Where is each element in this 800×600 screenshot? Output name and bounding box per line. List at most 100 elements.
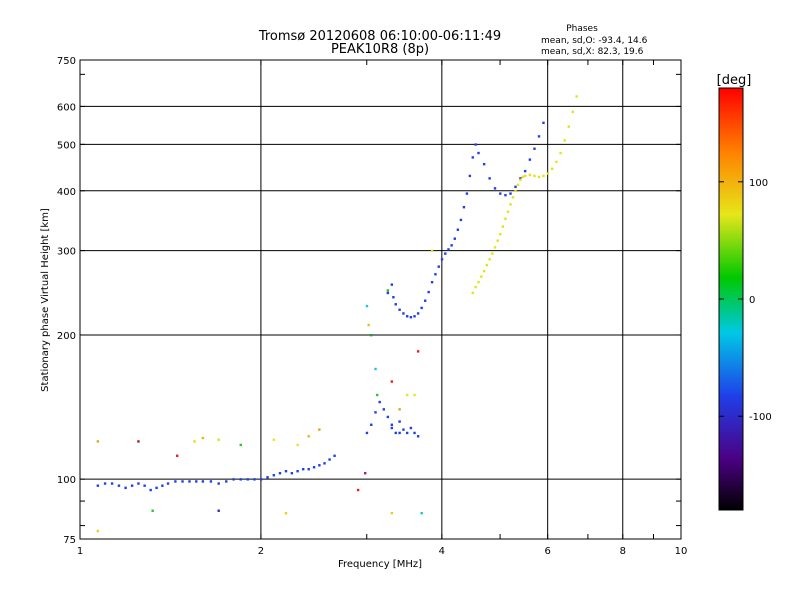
data-point-o <box>504 193 507 197</box>
data-point-x <box>496 239 499 242</box>
colorbar: [deg] 100 0 -100 <box>717 73 772 511</box>
chart-title: Tromsø 20120608 06:10:00-06:11:49 <box>258 29 501 44</box>
x-tick-label: 8 <box>620 546 626 557</box>
data-point-o <box>117 484 121 487</box>
data-point-scattered <box>390 380 394 383</box>
data-point-o <box>272 474 276 477</box>
data-point-x <box>521 175 524 179</box>
data-point-o <box>312 466 316 469</box>
data-point-o <box>110 482 114 485</box>
data-point-scattered <box>296 443 299 447</box>
data-point-o <box>333 454 336 457</box>
phase-summary: Phases mean, sd,O: -93.4, 14.6 mean, sd,… <box>541 24 648 57</box>
data-point-o <box>137 482 140 485</box>
data-point-o <box>155 486 158 490</box>
data-point-x <box>563 139 566 142</box>
data-point-scattered <box>318 428 321 431</box>
data-point-x <box>482 269 486 273</box>
y-tick-label: 600 <box>57 102 76 113</box>
chart-subtitle: PEAK10R8 (8p) <box>331 42 429 57</box>
data-point-o <box>103 482 107 485</box>
data-point-o <box>450 244 453 247</box>
data-point-o <box>307 468 310 471</box>
data-point-o <box>392 296 395 299</box>
data-point-scattered <box>364 472 367 475</box>
data-point-o <box>195 480 198 483</box>
data-point-scattered <box>284 511 288 515</box>
data-point-o <box>239 478 242 481</box>
data-point-x <box>477 280 480 284</box>
data-point-scattered <box>307 435 310 438</box>
data-point-o <box>471 156 474 159</box>
data-point-o <box>318 464 321 467</box>
data-point-x <box>499 232 502 236</box>
y-tick-label: 400 <box>57 187 76 198</box>
data-point-o <box>394 303 397 306</box>
data-point-o <box>523 169 527 173</box>
data-point-o <box>378 400 381 404</box>
data-point-o <box>130 484 134 487</box>
data-point-scattered <box>430 249 434 253</box>
data-point-o <box>161 484 164 487</box>
data-point-scattered <box>137 440 140 443</box>
data-point-o <box>468 174 472 178</box>
data-point-x <box>555 160 558 164</box>
data-point-o <box>423 299 427 302</box>
data-point-o <box>166 482 170 485</box>
x-tick-label: 6 <box>544 546 550 557</box>
data-point-scattered <box>390 511 394 515</box>
y-tick-label: 200 <box>57 331 76 342</box>
y-axis-label: Stationary phase Virtual Height [km] <box>40 208 51 392</box>
data-point-o <box>533 147 536 150</box>
data-point-o <box>290 472 294 475</box>
data-point-x <box>511 196 515 199</box>
data-point-o <box>416 312 420 315</box>
data-point-o <box>444 252 447 255</box>
data-point-o <box>365 431 369 435</box>
data-point-o <box>143 484 146 487</box>
data-point-o <box>278 472 282 475</box>
data-point-scattered <box>201 436 205 440</box>
data-point-o <box>409 426 413 430</box>
data-point-o <box>402 312 405 315</box>
data-point-o <box>232 478 235 481</box>
data-point-o <box>390 283 394 286</box>
data-point-o <box>440 258 444 261</box>
data-point-o <box>416 435 420 438</box>
data-point-o <box>188 480 191 483</box>
data-point-o <box>509 192 512 195</box>
data-point-o <box>409 316 413 319</box>
phase-line-o: mean, sd,O: -93.4, 14.6 <box>541 36 648 46</box>
data-point-o <box>225 480 228 483</box>
data-point-x <box>575 95 578 98</box>
data-point-x <box>504 217 507 220</box>
data-point-o <box>427 290 430 294</box>
grid <box>80 60 681 539</box>
data-point-o <box>474 143 477 146</box>
data-point-o <box>386 291 390 295</box>
tick-marks <box>80 60 681 539</box>
data-point-x <box>471 291 474 295</box>
data-point-scattered <box>175 454 179 457</box>
data-point-o <box>374 411 377 414</box>
data-point-o <box>386 415 390 419</box>
data-point-o <box>382 408 385 411</box>
data-point-x <box>523 174 527 178</box>
data-point-x <box>533 174 536 178</box>
data-point-scattered <box>398 408 401 411</box>
x-axis-label: Frequency [MHz] <box>338 559 422 570</box>
data-point-x <box>480 275 483 278</box>
data-point-scattered <box>239 443 242 447</box>
colorbar-tick-label: 0 <box>749 295 755 306</box>
colorbar-tick-label: -100 <box>749 412 772 423</box>
y-tick-label: 100 <box>57 475 76 486</box>
colorbar-tick-label: 100 <box>749 178 768 189</box>
data-point-o <box>453 237 456 240</box>
data-point-o <box>284 469 288 473</box>
data-point-o <box>465 192 469 195</box>
data-point-o <box>462 205 466 209</box>
data-point-scattered <box>386 289 390 292</box>
data-point-o <box>420 306 423 310</box>
data-point-scattered <box>193 440 196 443</box>
